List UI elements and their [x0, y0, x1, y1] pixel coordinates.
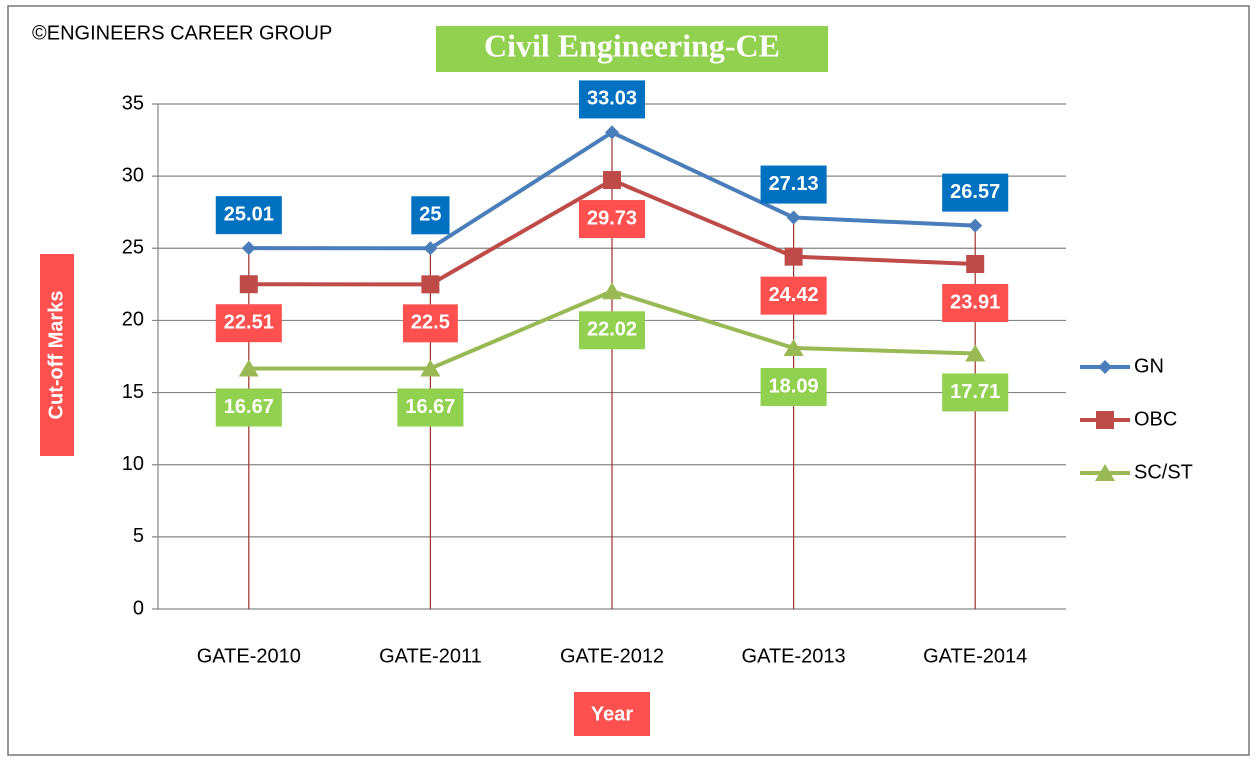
data-label-box [942, 284, 1009, 323]
data-label: 16.67 [405, 396, 455, 418]
data-label-box [760, 276, 827, 315]
marker [241, 241, 256, 256]
data-label-box [760, 165, 827, 204]
data-label: 26.57 [950, 181, 1000, 203]
data-label: 25.01 [224, 203, 274, 225]
legend-marker [1098, 360, 1112, 374]
legend-marker [1095, 464, 1115, 481]
marker [420, 359, 441, 377]
marker [965, 344, 986, 362]
data-label: 17.71 [950, 381, 1000, 403]
y-tick-label: 5 [133, 525, 144, 547]
data-label: 29.73 [587, 207, 637, 229]
marker [968, 218, 983, 233]
x-axis-label: Year [591, 703, 633, 725]
legend-marker [1096, 411, 1114, 429]
marker [238, 359, 259, 377]
data-label: 22.5 [411, 312, 450, 334]
marker [423, 241, 438, 256]
data-label: 33.03 [587, 88, 637, 110]
x-tick-label: GATE-2014 [923, 645, 1027, 667]
marker [783, 338, 804, 356]
data-label-box [215, 196, 282, 235]
data-label-box [942, 373, 1009, 412]
chart-frame [7, 5, 1250, 756]
marker [602, 282, 622, 300]
copyright: ©ENGINEERS CAREER GROUP [32, 22, 332, 44]
marker [786, 210, 801, 225]
legend-label: GN [1134, 355, 1164, 377]
data-label-box [402, 304, 458, 343]
y-tick-label: 10 [122, 453, 144, 475]
x-tick-label: GATE-2011 [379, 645, 482, 667]
marker [421, 275, 440, 294]
data-label-box [578, 311, 646, 350]
data-label: 25 [419, 204, 441, 226]
y-tick-label: 25 [122, 237, 144, 259]
marker [605, 125, 619, 140]
chart-title: Civil Engineering-CE [484, 27, 780, 63]
marker [239, 275, 258, 294]
data-label: 22.02 [587, 319, 637, 341]
data-label: 27.13 [769, 173, 819, 195]
y-label-box [40, 254, 74, 456]
y-tick-label: 0 [133, 597, 144, 619]
marker [784, 247, 803, 266]
marker [603, 171, 621, 190]
data-label-box [578, 80, 646, 119]
data-label-box [397, 388, 464, 427]
data-label: 18.09 [769, 375, 819, 397]
data-label-box [411, 196, 450, 235]
title-box [436, 26, 828, 72]
y-axis-label: Cut-off Marks [45, 291, 67, 420]
y-tick-label: 35 [122, 92, 144, 114]
x-label-box [574, 692, 650, 736]
data-label: 16.67 [224, 396, 274, 418]
marker [966, 255, 985, 274]
legend-label: OBC [1134, 408, 1177, 430]
data-label-box [215, 388, 282, 427]
y-tick-label: 20 [122, 309, 144, 331]
y-tick-label: 15 [122, 381, 144, 403]
data-label-box [942, 173, 1009, 212]
x-tick-label: GATE-2010 [197, 645, 301, 667]
data-label-box [215, 304, 282, 343]
data-label: 23.91 [950, 291, 1000, 313]
data-label-box [760, 367, 827, 406]
data-label: 22.51 [224, 311, 274, 333]
legend-label: SC/ST [1134, 461, 1193, 483]
data-label-box [578, 200, 646, 239]
x-tick-label: GATE-2012 [560, 645, 664, 667]
data-label: 24.42 [769, 284, 819, 306]
x-tick-label: GATE-2013 [742, 645, 846, 667]
y-tick-label: 30 [122, 164, 144, 186]
